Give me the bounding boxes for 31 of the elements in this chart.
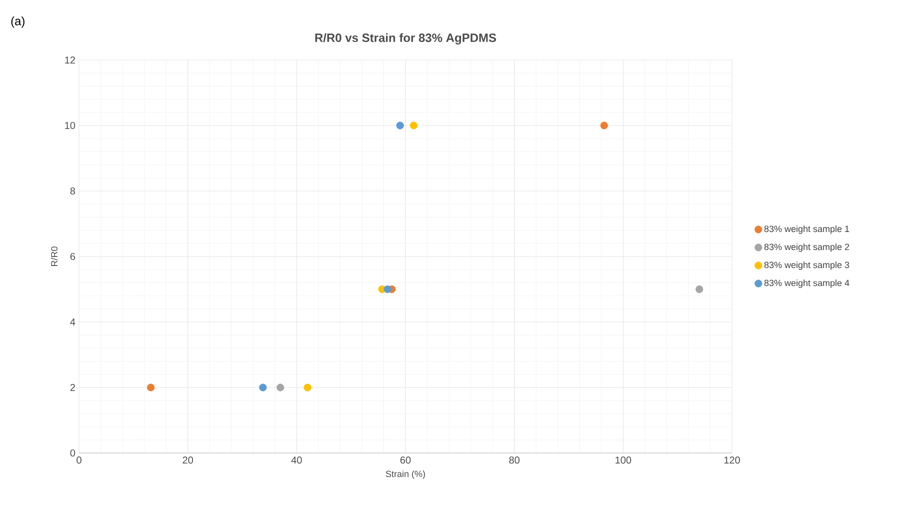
- point: [600, 122, 608, 130]
- y-tick-label: 0: [70, 449, 76, 457]
- y-tick-label: 10: [65, 122, 76, 130]
- y-tick-label: 8: [70, 187, 76, 195]
- point: [396, 122, 404, 130]
- x-tick-label: 20: [182, 456, 194, 464]
- text: (a): [11, 16, 24, 28]
- x-tick-label: 40: [291, 456, 302, 464]
- point: [259, 384, 267, 392]
- y-axis-title: R/R0: [50, 246, 58, 266]
- x-tick-label: 80: [509, 456, 520, 464]
- x-tick-label: 120: [724, 456, 740, 464]
- point: [304, 384, 312, 392]
- y-tick-label: 6: [70, 252, 76, 260]
- x-tick-label: 0: [76, 456, 82, 464]
- x-axis-title: Strain (%): [386, 470, 425, 479]
- legend-label: 83% weight sample 3: [764, 261, 850, 270]
- chart-title: R/R0 vs Strain for 83% AgPDMS: [315, 33, 496, 44]
- x-tick-label: 60: [400, 456, 411, 464]
- legend-label: 83% weight sample 1: [764, 225, 850, 234]
- y-tick-label: 4: [70, 318, 76, 326]
- point: [147, 384, 155, 392]
- point: [384, 285, 392, 294]
- y-tick-label: 12: [65, 56, 75, 64]
- y-tick-label: 2: [70, 384, 75, 391]
- point: [276, 384, 284, 392]
- point: [696, 285, 704, 294]
- legend-label: 83% weight sample 4: [764, 280, 850, 288]
- x-tick-label: 100: [616, 456, 632, 464]
- legend-label: 83% weight sample 2: [764, 243, 850, 252]
- point: [410, 122, 418, 130]
